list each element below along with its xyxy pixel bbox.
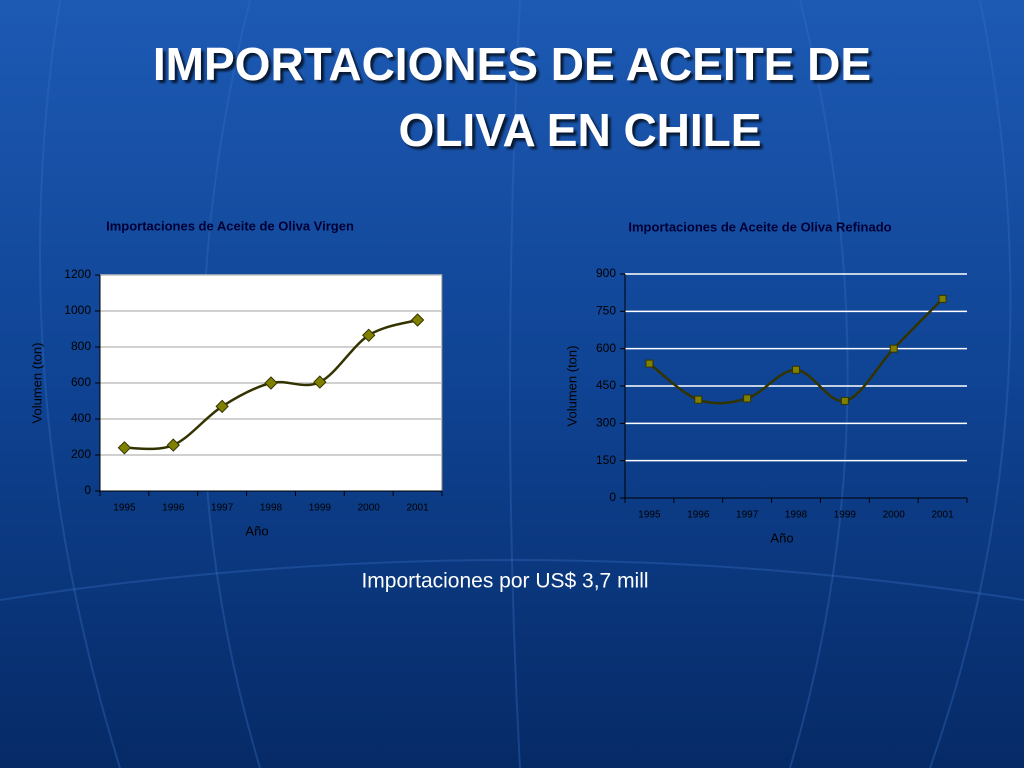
x-tick-label: 1999 [834,510,857,521]
y-tick-label: 900 [596,266,616,280]
marker [117,441,132,455]
marker [792,365,800,374]
marker [264,376,278,390]
marker [889,344,898,353]
x-tick-label: 2001 [931,510,954,521]
y-tick-label: 400 [71,411,91,425]
x-tick-label: 2000 [883,510,906,521]
y-tick-label: 750 [596,304,616,318]
x-tick-label: 2000 [358,503,381,514]
marker [410,313,425,327]
x-tick-label: 1995 [113,503,136,514]
slide-title: IMPORTACIONES DE ACEITE DE [153,38,871,90]
x-tick-label: 1999 [309,503,332,514]
x-tick-label: 1995 [638,510,661,521]
marker [362,328,376,343]
y-axis-label: Volumen (ton) [29,343,44,424]
slide-title: OLIVA EN CHILE [399,104,762,156]
y-tick-label: 200 [71,447,91,461]
y-axis-label: Volumen (ton) [564,346,579,427]
y-tick-label: 150 [596,453,616,467]
marker [743,394,752,403]
y-tick-label: 0 [84,483,91,497]
marker [166,438,180,452]
marker [938,294,947,303]
y-tick-label: 1000 [64,303,91,317]
chart-title: Importaciones de Aceite de Oliva Virgen [106,218,354,233]
y-tick-label: 600 [596,341,616,355]
x-axis-label: Año [245,523,268,538]
x-axis-label: Año [770,530,793,545]
marker [215,399,229,414]
y-tick-label: 1200 [64,267,91,281]
y-tick-label: 450 [596,378,616,392]
marker [313,375,327,389]
y-tick-label: 600 [71,375,91,389]
x-tick-label: 1998 [785,510,808,521]
marker [840,396,849,405]
x-tick-label: 1996 [162,503,185,514]
marker [645,359,654,368]
x-tick-label: 1997 [736,510,759,521]
x-tick-label: 1996 [687,510,710,521]
y-tick-label: 300 [596,416,616,430]
x-tick-label: 1998 [260,503,283,514]
x-tick-label: 1997 [211,503,234,514]
y-tick-label: 800 [71,339,91,353]
marker [694,395,703,404]
chart-title: Importaciones de Aceite de Oliva Refinad… [628,219,891,234]
note: Importaciones por US$ 3,7 mill [361,570,648,593]
x-tick-label: 2001 [406,503,429,514]
y-tick-label: 0 [609,490,616,504]
